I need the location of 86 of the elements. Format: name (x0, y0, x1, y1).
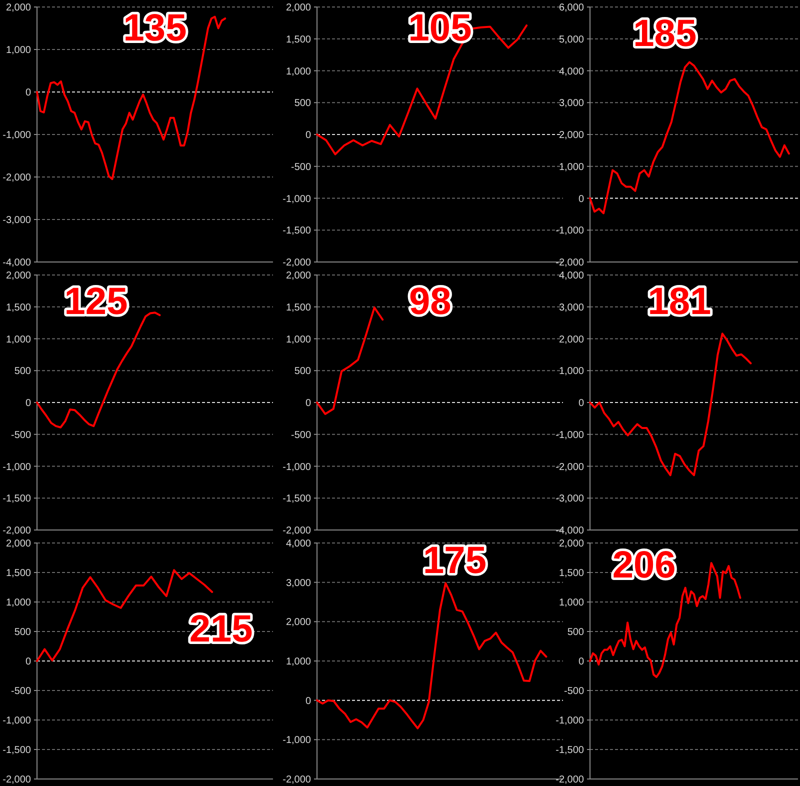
y-tick-label: 1,000 (6, 334, 32, 346)
y-tick-label: -1,000 (2, 462, 32, 473)
y-tick-label: 0 (25, 88, 32, 98)
y-tick-label: -500 (564, 686, 584, 697)
y-tick-label: -4,000 (2, 258, 32, 268)
chart-title: 98 (409, 280, 452, 323)
y-tick-label: 3,000 (286, 578, 312, 589)
y-tick-label: 2,000 (286, 617, 312, 628)
y-tick-label: 0 (25, 398, 32, 409)
y-tick-label: 0 (305, 130, 312, 141)
y-tick-label: -4,000 (556, 526, 584, 536)
y-tick-label: 2,000 (6, 270, 32, 282)
y-tick-label: 1,000 (6, 598, 32, 608)
y-tick-label: 4,000 (286, 538, 312, 550)
y-tick-label: 1,000 (286, 656, 312, 668)
chart-title: 105 (408, 8, 472, 50)
y-tick-label: -2,000 (2, 172, 32, 184)
y-tick-label: 1,000 (286, 66, 312, 78)
y-tick-label: 500 (14, 627, 32, 638)
y-tick-label: 5,000 (558, 34, 584, 46)
y-tick-label: 2,000 (286, 2, 312, 14)
y-tick-label: -2,000 (2, 774, 32, 786)
y-tick-label: 1,500 (6, 302, 32, 314)
y-tick-label: -2,000 (556, 462, 584, 473)
y-tick-label: -1,500 (2, 745, 32, 756)
y-tick-label: -1,000 (2, 716, 32, 726)
y-tick-label: -2,000 (556, 258, 584, 268)
y-tick-label: 0 (305, 398, 312, 409)
y-tick-label: 2,000 (558, 538, 584, 550)
y-tick-label: -1,000 (2, 130, 32, 141)
chart-title: 175 (423, 540, 486, 582)
y-tick-label: 0 (578, 398, 584, 409)
y-tick-label: -2,000 (556, 774, 584, 786)
y-tick-label: 1,000 (558, 162, 584, 173)
y-tick-label: 0 (578, 194, 584, 205)
chart-title: 206 (612, 544, 676, 587)
y-tick-label: -1,000 (556, 430, 584, 441)
y-tick-label: -500 (10, 686, 32, 697)
y-tick-label: 1,000 (286, 334, 312, 346)
y-tick-label: 4,000 (558, 270, 584, 282)
y-tick-label: -1,000 (282, 194, 312, 205)
y-tick-label: -500 (290, 162, 312, 173)
y-tick-label: 500 (567, 627, 584, 638)
y-tick-label: -3,000 (556, 494, 584, 505)
y-tick-label: 0 (25, 656, 32, 668)
y-tick-label: 1,000 (558, 598, 584, 608)
y-tick-label: 1,500 (6, 568, 32, 579)
y-tick-label: -1,500 (282, 494, 312, 505)
y-tick-label: 0 (578, 656, 584, 668)
y-tick-label: 2,000 (558, 334, 584, 346)
y-tick-label: 2,000 (558, 130, 584, 141)
y-tick-label: -1,000 (556, 226, 584, 237)
y-tick-label: -2,000 (282, 526, 312, 536)
y-tick-label: -1,500 (282, 226, 312, 237)
y-tick-label: 1,500 (558, 568, 584, 579)
y-tick-label: -1,000 (282, 462, 312, 473)
y-tick-label: 500 (294, 366, 312, 378)
y-tick-label: -3,000 (2, 215, 32, 226)
y-tick-label: -1,000 (282, 735, 312, 746)
y-tick-label: 6,000 (558, 2, 584, 14)
y-tick-label: -1,500 (556, 745, 584, 756)
y-tick-label: -2,000 (2, 526, 32, 536)
y-tick-label: -1,000 (556, 716, 584, 726)
y-tick-label: 2,000 (286, 270, 312, 282)
y-tick-label: -500 (10, 430, 32, 441)
y-tick-label: 3,000 (558, 302, 584, 314)
y-tick-label: -1,500 (2, 494, 32, 505)
y-tick-label: 500 (14, 366, 32, 378)
y-tick-label: 3,000 (558, 98, 584, 110)
chart-title: 181 (648, 280, 712, 323)
y-tick-label: 0 (305, 696, 312, 707)
y-tick-label: 1,500 (286, 302, 312, 314)
text: 215 (189, 608, 253, 650)
y-tick-label: 1,000 (558, 366, 584, 378)
y-tick-label: 2,000 (6, 2, 32, 14)
y-tick-label: -2,000 (282, 258, 312, 268)
y-tick-label: -500 (290, 430, 312, 441)
y-tick-label: 1,500 (286, 34, 312, 46)
chart-title: 185 (633, 12, 697, 55)
y-tick-label: 500 (294, 98, 312, 110)
chart-title: 135 (123, 8, 187, 50)
chart-title: 125 (64, 280, 128, 323)
y-tick-label: -2,000 (282, 774, 312, 786)
y-tick-label: 1,000 (6, 45, 32, 56)
y-tick-label: 4,000 (558, 66, 584, 78)
y-tick-label: 2,000 (6, 538, 32, 550)
